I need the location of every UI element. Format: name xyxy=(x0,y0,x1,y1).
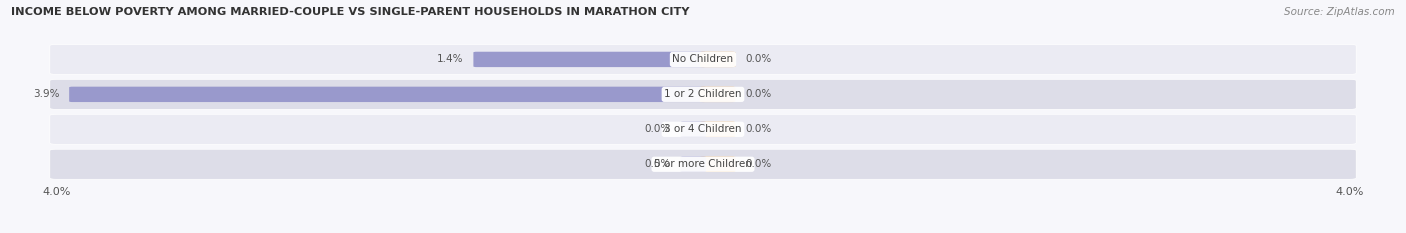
Text: 3 or 4 Children: 3 or 4 Children xyxy=(664,124,742,134)
Text: 3.9%: 3.9% xyxy=(32,89,59,99)
FancyBboxPatch shape xyxy=(49,44,1357,75)
FancyBboxPatch shape xyxy=(681,157,706,172)
FancyBboxPatch shape xyxy=(69,87,706,102)
Text: 0.0%: 0.0% xyxy=(745,124,772,134)
Text: No Children: No Children xyxy=(672,55,734,64)
FancyBboxPatch shape xyxy=(700,52,735,67)
FancyBboxPatch shape xyxy=(474,52,706,67)
Text: 0.0%: 0.0% xyxy=(644,124,671,134)
FancyBboxPatch shape xyxy=(49,79,1357,110)
FancyBboxPatch shape xyxy=(700,157,735,172)
Text: 0.0%: 0.0% xyxy=(745,159,772,169)
Text: 0.0%: 0.0% xyxy=(745,89,772,99)
Text: 1 or 2 Children: 1 or 2 Children xyxy=(664,89,742,99)
Text: 1.4%: 1.4% xyxy=(437,55,464,64)
FancyBboxPatch shape xyxy=(700,87,735,102)
Text: 5 or more Children: 5 or more Children xyxy=(654,159,752,169)
FancyBboxPatch shape xyxy=(700,122,735,137)
Text: 0.0%: 0.0% xyxy=(644,159,671,169)
Legend: Married Couples, Single Parents: Married Couples, Single Parents xyxy=(588,230,818,233)
Text: INCOME BELOW POVERTY AMONG MARRIED-COUPLE VS SINGLE-PARENT HOUSEHOLDS IN MARATHO: INCOME BELOW POVERTY AMONG MARRIED-COUPL… xyxy=(11,7,690,17)
FancyBboxPatch shape xyxy=(49,114,1357,144)
Text: Source: ZipAtlas.com: Source: ZipAtlas.com xyxy=(1284,7,1395,17)
FancyBboxPatch shape xyxy=(49,149,1357,179)
FancyBboxPatch shape xyxy=(681,122,706,137)
Text: 0.0%: 0.0% xyxy=(745,55,772,64)
